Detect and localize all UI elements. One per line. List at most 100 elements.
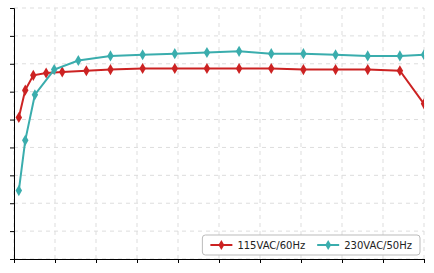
legend-label: 230VAC/50Hz: [344, 240, 412, 251]
point: [421, 49, 424, 60]
tick-mark: [137, 259, 138, 263]
tick-mark: [424, 259, 425, 263]
point: [236, 46, 242, 57]
y-grid-line: [14, 35, 424, 36]
y-axis-line: [10, 9, 15, 260]
point: [107, 50, 113, 61]
tick-mark: [219, 259, 220, 263]
tick: [10, 92, 14, 93]
tick: [10, 147, 14, 148]
y-grid-line: [14, 91, 424, 92]
chart-container: 115VAC/60Hz 230VAC/50Hz: [0, 0, 434, 273]
legend-item: 115VAC/60Hz: [210, 240, 305, 251]
series-line: [19, 51, 424, 190]
tick-mark: [10, 8, 14, 9]
tick: [10, 8, 14, 9]
y-grid-line: [14, 147, 424, 148]
point: [22, 85, 28, 96]
legend-label: 115VAC/60Hz: [237, 240, 305, 251]
point: [139, 63, 145, 74]
point: [397, 65, 403, 76]
legend: 115VAC/60Hz 230VAC/50Hz: [202, 235, 420, 255]
point: [22, 135, 28, 146]
chart: 115VAC/60Hz 230VAC/50Hz: [0, 0, 434, 273]
tick-mark: [10, 120, 14, 121]
x-grid-line: [178, 8, 179, 259]
tick-mark: [301, 259, 302, 263]
tick-mark: [260, 259, 261, 263]
tick: [178, 259, 179, 263]
x-axis-line: [15, 260, 425, 264]
tick: [383, 259, 384, 263]
point: [107, 64, 113, 75]
point: [365, 50, 371, 61]
x-grid-line: [55, 8, 56, 259]
tick-mark: [55, 259, 56, 263]
tick: [424, 259, 425, 263]
x-grid-line: [219, 8, 220, 259]
y-grid-line: [14, 231, 424, 232]
legend-item: 230VAC/50Hz: [317, 240, 412, 251]
point: [268, 63, 274, 74]
point: [172, 48, 178, 59]
tick: [10, 175, 14, 176]
point: [300, 48, 306, 59]
tick: [260, 259, 261, 263]
tick-mark: [10, 203, 14, 204]
tick-mark: [10, 231, 14, 232]
point: [16, 112, 22, 123]
point: [332, 49, 338, 60]
y-grid-line: [14, 175, 424, 176]
x-grid-line: [96, 8, 97, 259]
plot-area: [16, 46, 424, 196]
tick: [10, 36, 14, 37]
y-grid-line: [14, 119, 424, 120]
x-axis: [15, 259, 425, 263]
point: [83, 65, 89, 76]
tick-mark: [10, 92, 14, 93]
tick-mark: [96, 259, 97, 263]
tick: [96, 259, 97, 263]
point: [268, 48, 274, 59]
point: [236, 63, 242, 74]
legend-marker: [218, 240, 224, 250]
point: [397, 50, 403, 61]
tick: [10, 231, 14, 232]
tick-mark: [10, 175, 14, 176]
tick: [10, 120, 14, 121]
tick: [342, 259, 343, 263]
tick: [10, 203, 14, 204]
point: [204, 63, 210, 74]
x-grid-line: [137, 8, 138, 259]
point: [300, 64, 306, 75]
point: [332, 64, 338, 75]
grid: [14, 8, 424, 259]
tick-mark: [342, 259, 343, 263]
x-grid-line: [383, 8, 384, 259]
tick: [301, 259, 302, 263]
tick: [137, 259, 138, 263]
tick-mark: [10, 147, 14, 148]
x-grid-line: [342, 8, 343, 259]
tick: [10, 259, 14, 260]
tick-mark: [10, 259, 14, 260]
y-grid-line: [14, 203, 424, 204]
point: [139, 49, 145, 60]
x-grid-line: [424, 8, 425, 259]
legend-marker: [325, 240, 331, 250]
series-line: [19, 68, 424, 117]
tick: [219, 259, 220, 263]
tick-mark: [10, 36, 14, 37]
tick-mark: [178, 259, 179, 263]
point: [30, 70, 36, 81]
legend-box: [202, 235, 420, 255]
point: [16, 185, 22, 196]
y-grid-line: [14, 63, 424, 64]
tick-mark: [10, 64, 14, 65]
point: [172, 63, 178, 74]
point: [365, 64, 371, 75]
y-grid-line: [14, 8, 424, 9]
x-grid-line: [260, 8, 261, 259]
tick-mark: [383, 259, 384, 263]
tick: [10, 64, 14, 65]
